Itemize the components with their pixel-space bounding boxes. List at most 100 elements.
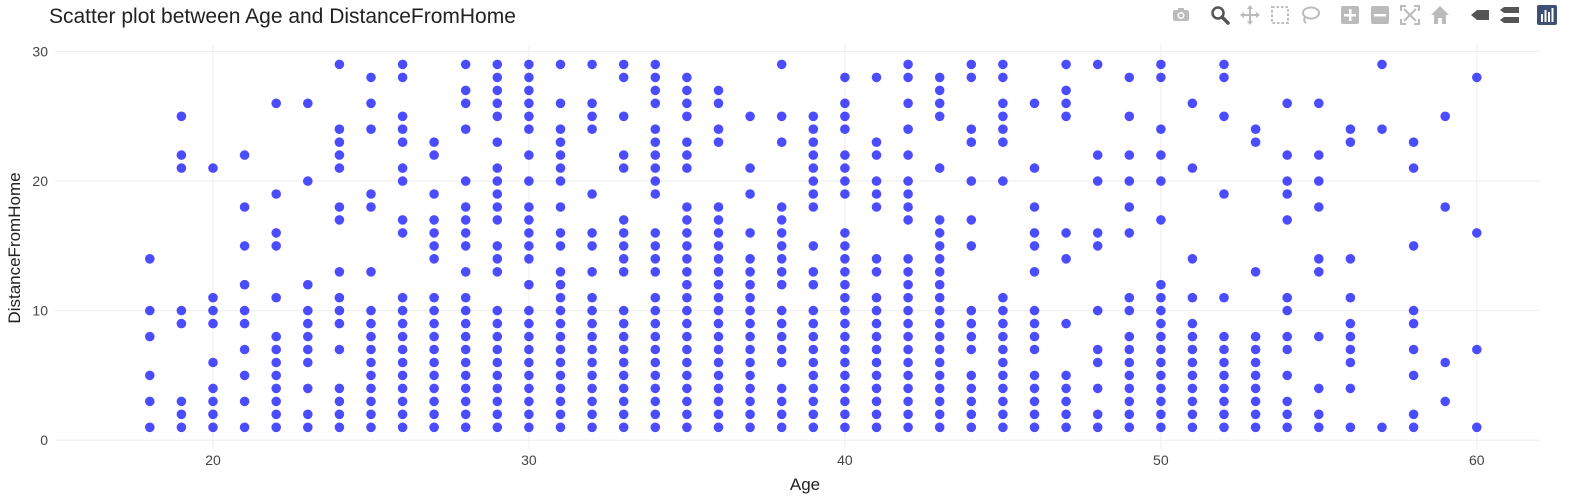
data-point — [366, 267, 376, 277]
data-point — [1156, 344, 1166, 355]
data-point — [555, 279, 566, 290]
data-point — [618, 357, 629, 368]
box-select-icon[interactable] — [1269, 4, 1291, 26]
data-point — [776, 253, 787, 264]
data-point — [713, 396, 724, 407]
data-point — [840, 163, 850, 173]
lasso-icon[interactable] — [1299, 4, 1321, 26]
data-point — [397, 318, 408, 329]
data-point — [776, 357, 787, 368]
data-point — [1282, 370, 1292, 381]
camera-icon[interactable] — [1170, 4, 1192, 26]
data-point — [429, 189, 439, 199]
hover-compare-icon[interactable] — [1499, 4, 1521, 26]
data-point — [208, 409, 218, 420]
data-point — [934, 344, 945, 355]
data-point — [650, 137, 661, 147]
reset-axes-icon[interactable] — [1429, 4, 1451, 26]
x-tick-label: 60 — [1469, 452, 1485, 468]
data-point — [303, 383, 313, 394]
zoom-icon[interactable] — [1209, 4, 1231, 26]
data-point — [524, 72, 534, 83]
data-point — [682, 137, 692, 147]
data-point — [998, 344, 1008, 355]
data-point — [587, 305, 597, 316]
hover-closest-icon[interactable] — [1469, 4, 1491, 26]
data-point — [397, 124, 408, 134]
data-point — [966, 241, 977, 251]
data-point — [650, 85, 661, 96]
data-point — [808, 409, 819, 420]
data-point — [1029, 98, 1040, 109]
data-point — [1345, 357, 1356, 368]
data-point — [682, 370, 692, 381]
data-point — [460, 98, 471, 109]
pan-icon[interactable] — [1239, 4, 1261, 26]
data-point — [903, 189, 913, 199]
data-point — [429, 150, 439, 160]
data-point — [966, 344, 977, 355]
data-point — [808, 163, 819, 173]
data-point — [682, 150, 692, 160]
data-point — [239, 318, 250, 329]
data-point — [682, 422, 692, 433]
data-point — [1250, 267, 1261, 277]
data-point — [587, 383, 597, 394]
data-point — [492, 267, 503, 277]
data-point — [1408, 409, 1419, 420]
data-point — [366, 370, 376, 381]
data-point — [1156, 292, 1166, 303]
data-point — [713, 422, 724, 433]
data-point — [1440, 357, 1450, 368]
data-point — [682, 318, 692, 329]
chart-title: Scatter plot between Age and DistanceFro… — [49, 5, 516, 28]
data-point — [840, 383, 850, 394]
data-point — [966, 396, 977, 407]
data-point — [934, 279, 945, 290]
data-point — [1250, 137, 1261, 147]
data-point — [366, 202, 376, 212]
data-point — [1124, 422, 1135, 433]
data-point — [524, 59, 534, 70]
data-point — [176, 305, 187, 316]
data-point — [1219, 357, 1229, 368]
x-tick-label: 40 — [837, 452, 853, 468]
data-point — [1472, 72, 1482, 83]
data-point — [492, 370, 503, 381]
data-point — [524, 228, 534, 238]
data-point — [1345, 124, 1356, 134]
data-point — [1219, 189, 1229, 199]
data-point — [303, 279, 313, 290]
data-point — [397, 163, 408, 173]
data-point — [1314, 409, 1324, 420]
data-point — [618, 72, 629, 83]
data-point — [334, 305, 345, 316]
data-point — [998, 318, 1008, 329]
data-point — [713, 331, 724, 342]
zoom-in-icon[interactable] — [1339, 4, 1361, 26]
data-point — [903, 176, 913, 186]
data-point — [934, 267, 945, 277]
data-point — [808, 383, 819, 394]
zoom-out-icon[interactable] — [1369, 4, 1391, 26]
data-point — [303, 176, 313, 186]
data-point — [871, 150, 882, 160]
data-point — [366, 357, 376, 368]
data-point — [840, 189, 850, 199]
data-point — [1314, 331, 1324, 342]
plotly-logo-icon[interactable] — [1536, 4, 1558, 26]
data-point — [397, 292, 408, 303]
data-point — [492, 331, 503, 342]
data-point — [1250, 383, 1261, 394]
autoscale-icon[interactable] — [1399, 4, 1421, 26]
data-point — [745, 370, 755, 381]
data-point — [934, 383, 945, 394]
data-point — [682, 357, 692, 368]
data-point — [145, 305, 155, 316]
data-point — [334, 202, 345, 212]
data-point — [808, 150, 819, 160]
data-point — [460, 124, 471, 134]
data-point — [934, 318, 945, 329]
data-point — [303, 357, 313, 368]
